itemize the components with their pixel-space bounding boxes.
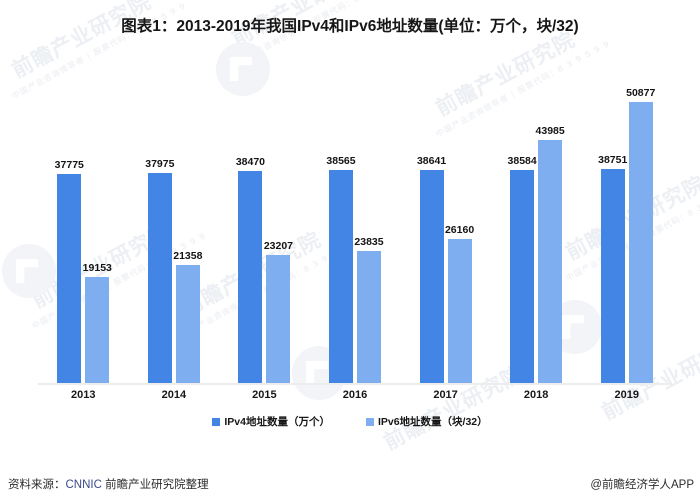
bar-value-label: 38641 bbox=[416, 154, 447, 167]
bar[interactable]: 50877 bbox=[626, 87, 655, 383]
source-prefix: 资料来源： bbox=[8, 479, 66, 491]
x-axis-tick: 2018 bbox=[523, 389, 549, 401]
legend-swatch-icon bbox=[212, 417, 221, 426]
chart-footer: 资料来源：CNNIC 前瞻产业研究院整理 @前瞻经济学人APP bbox=[0, 468, 700, 501]
bar-value-label: 21358 bbox=[173, 250, 203, 263]
bar[interactable]: 38751 bbox=[598, 154, 627, 383]
bar[interactable]: 37975 bbox=[145, 158, 174, 383]
bar[interactable]: 37775 bbox=[55, 159, 84, 383]
bar[interactable]: 23207 bbox=[264, 240, 293, 383]
bar-value-label: 38584 bbox=[507, 154, 537, 167]
bar-group: 38470 23207 bbox=[236, 60, 293, 383]
bar-value-label: 50877 bbox=[626, 87, 656, 99]
bar-group: 38641 26160 bbox=[417, 60, 474, 383]
bar[interactable]: 23835 bbox=[354, 236, 384, 383]
bar[interactable]: 19153 bbox=[83, 262, 112, 383]
source-suffix: 前瞻产业研究院整理 bbox=[101, 479, 209, 491]
legend-item[interactable]: IPv6地址数量（块/32） bbox=[365, 414, 488, 429]
bar[interactable]: 38470 bbox=[236, 156, 265, 383]
chart-legend: IPv4地址数量（万个） IPv6地址数量（块/32） bbox=[0, 414, 700, 429]
bar[interactable]: 38565 bbox=[326, 155, 356, 383]
bar[interactable]: 38584 bbox=[508, 155, 537, 383]
bar-value-label: 38470 bbox=[235, 155, 266, 168]
bar-group: 37775 19153 bbox=[55, 60, 112, 383]
bar-group: 37975 21358 bbox=[145, 60, 202, 383]
chart-title: 图表1：2013-2019年我国IPv4和IPv6地址数量(单位：万个，块/32… bbox=[121, 18, 579, 35]
bar-value-label: 23207 bbox=[263, 239, 294, 252]
x-axis-tick: 2015 bbox=[252, 389, 277, 401]
bar-value-label: 23835 bbox=[354, 236, 384, 249]
bar[interactable]: 26160 bbox=[445, 224, 474, 383]
legend-label: IPv4地址数量（万个） bbox=[224, 416, 330, 428]
bar[interactable]: 21358 bbox=[173, 250, 202, 383]
bar-value-label: 38751 bbox=[598, 153, 628, 166]
x-axis-labels: 2013 2014 2015 2016 2017 2018 2019 bbox=[38, 389, 672, 407]
x-axis-tick: 2016 bbox=[342, 389, 368, 401]
x-axis-tick: 2013 bbox=[71, 389, 96, 401]
bar-value-label: 37775 bbox=[54, 159, 84, 172]
x-axis-tick: 2019 bbox=[614, 389, 639, 401]
bar-group: 38751 50877 bbox=[598, 60, 655, 383]
bar-value-label: 19153 bbox=[82, 262, 112, 275]
x-axis-tick: 2017 bbox=[433, 389, 458, 401]
bar-value-label: 38565 bbox=[326, 155, 356, 168]
legend-swatch-icon bbox=[365, 417, 374, 426]
x-axis-line bbox=[38, 383, 672, 385]
legend-item[interactable]: IPv4地址数量（万个） bbox=[212, 414, 330, 429]
x-axis-tick: 2014 bbox=[161, 389, 187, 401]
source-org: CNNIC bbox=[65, 479, 102, 491]
legend-label: IPv6地址数量（块/32） bbox=[377, 416, 488, 428]
bar[interactable]: 43985 bbox=[536, 125, 565, 383]
plot-area: 37775 19153 37975 21358 38470 23207 38565 23835… bbox=[38, 60, 672, 385]
bar-value-label: 37975 bbox=[145, 158, 175, 171]
app-watermark-label: @前瞻经济学人APP bbox=[590, 479, 694, 491]
bar-group: 38584 43985 bbox=[508, 60, 565, 383]
bar-value-label: 43985 bbox=[535, 125, 565, 138]
bar-group: 38565 23835 bbox=[326, 60, 384, 383]
bar[interactable]: 38641 bbox=[417, 155, 446, 383]
source-note: 资料来源：CNNIC 前瞻产业研究院整理 bbox=[8, 476, 209, 492]
bar-value-label: 26160 bbox=[444, 223, 475, 236]
